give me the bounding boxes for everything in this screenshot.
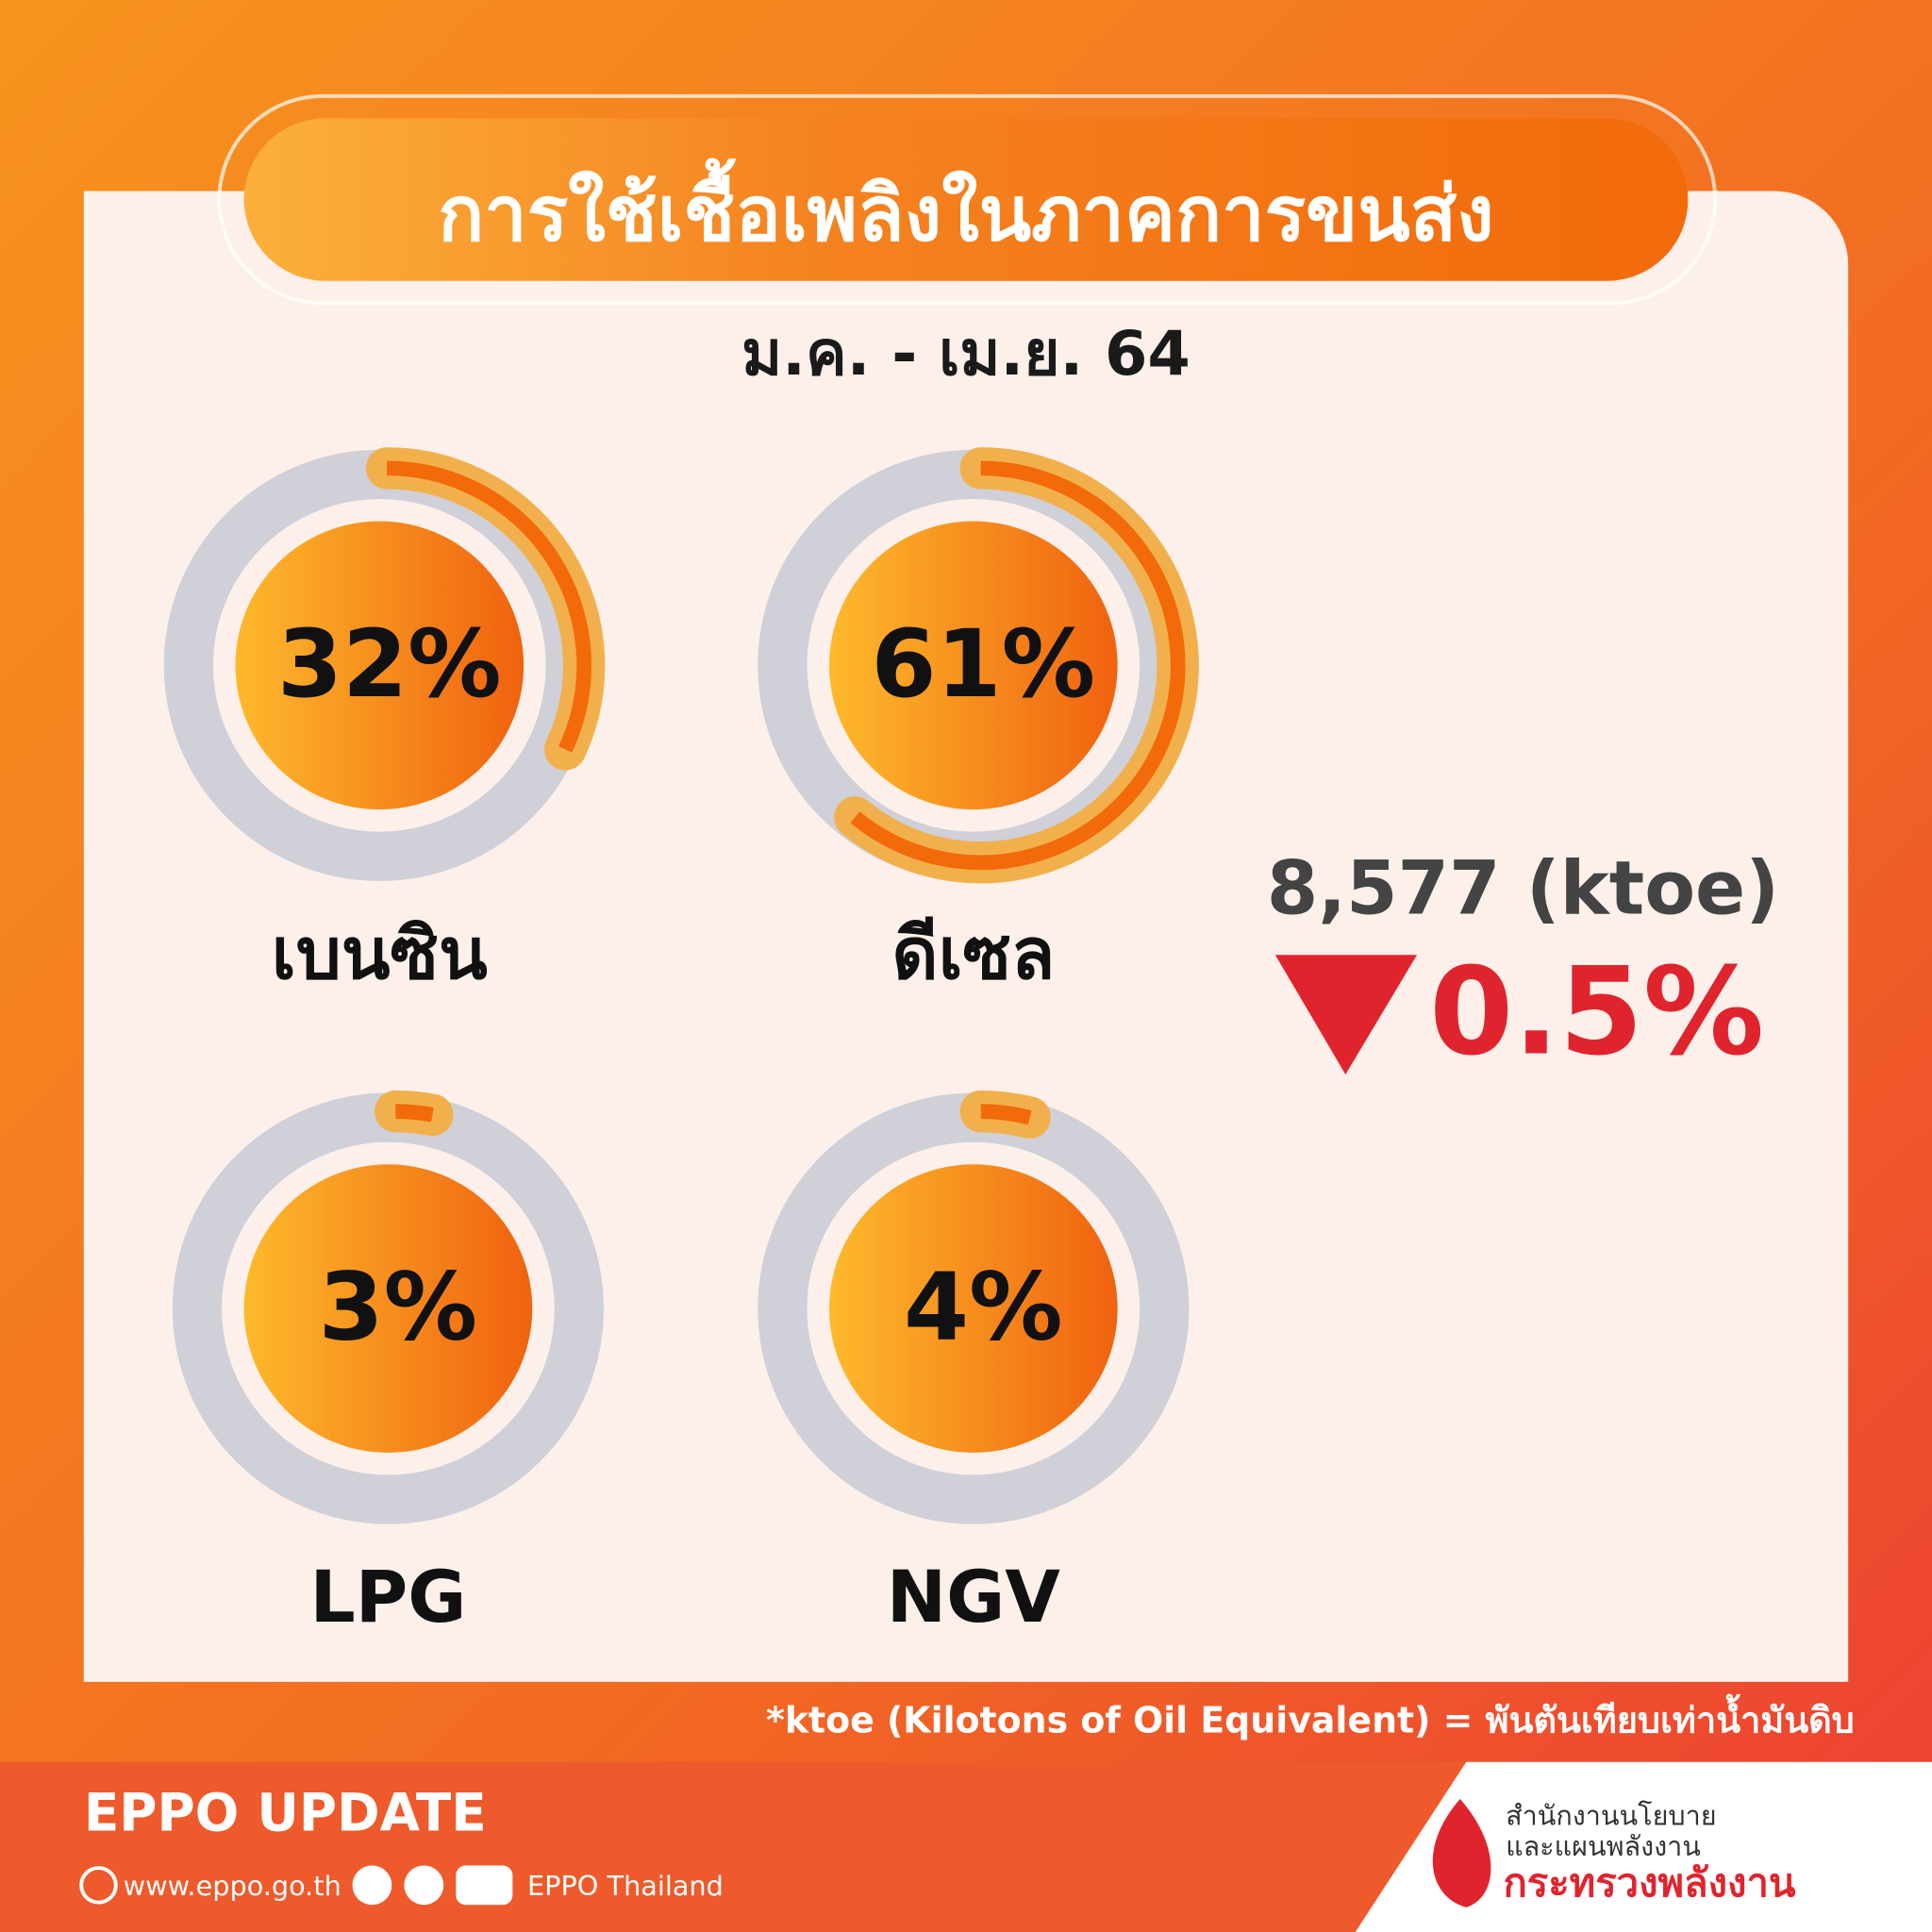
donut-center [235, 521, 525, 810]
donut-center [829, 521, 1118, 810]
facebook-icon [352, 1865, 392, 1906]
donut-arc [980, 1104, 1032, 1125]
total: 8,577 (ktoe) [1267, 845, 1779, 931]
brand: EPPO UPDATE [84, 1782, 487, 1842]
value-label: 4% [904, 1254, 1063, 1362]
ministry: กระทรวงพลังงาน [1503, 1859, 1795, 1906]
donut-arc [387, 460, 591, 753]
change: 0.5% [1429, 942, 1764, 1083]
org-line1: สำนักงานนโยบาย [1506, 1800, 1717, 1832]
value-label: 32% [277, 610, 502, 719]
pill-outline [217, 93, 1718, 306]
title: การใช้เชื้อเพลิงในภาคการขนส่ง [438, 158, 1493, 258]
donut-chart: 32% เบนซิน 61% ดีเซล 3% LPG 4% NGV [163, 447, 1199, 1639]
website: www.eppo.go.th [124, 1870, 341, 1902]
category-label: ดีเซล [891, 912, 1055, 995]
globe-icon [79, 1866, 118, 1905]
logo-flame [1432, 1798, 1491, 1907]
social: EPPO Thailand [527, 1870, 724, 1902]
footnote: *ktoe (Kilotons of Oil Equivalent) = พัน… [766, 1693, 1855, 1740]
down-arrow [1274, 955, 1418, 1074]
category-label: NGV [887, 1556, 1061, 1639]
org-line2: และแผนพลังงาน [1506, 1830, 1701, 1862]
donut-arc [850, 460, 1186, 871]
category-label: เบนซิน [272, 912, 488, 995]
title-pill [243, 118, 1689, 281]
donut-arc [395, 1104, 434, 1123]
twitter-icon [404, 1865, 444, 1906]
youtube-icon [456, 1865, 513, 1906]
value-label: 61% [872, 610, 1096, 719]
value-label: 3% [319, 1254, 478, 1362]
donut-center [829, 1164, 1118, 1453]
footer-logo-area [1355, 1761, 1932, 1932]
donut-center [243, 1164, 533, 1453]
subtitle: ม.ค. - เม.ย. 64 [741, 318, 1191, 390]
category-label: LPG [309, 1556, 466, 1639]
